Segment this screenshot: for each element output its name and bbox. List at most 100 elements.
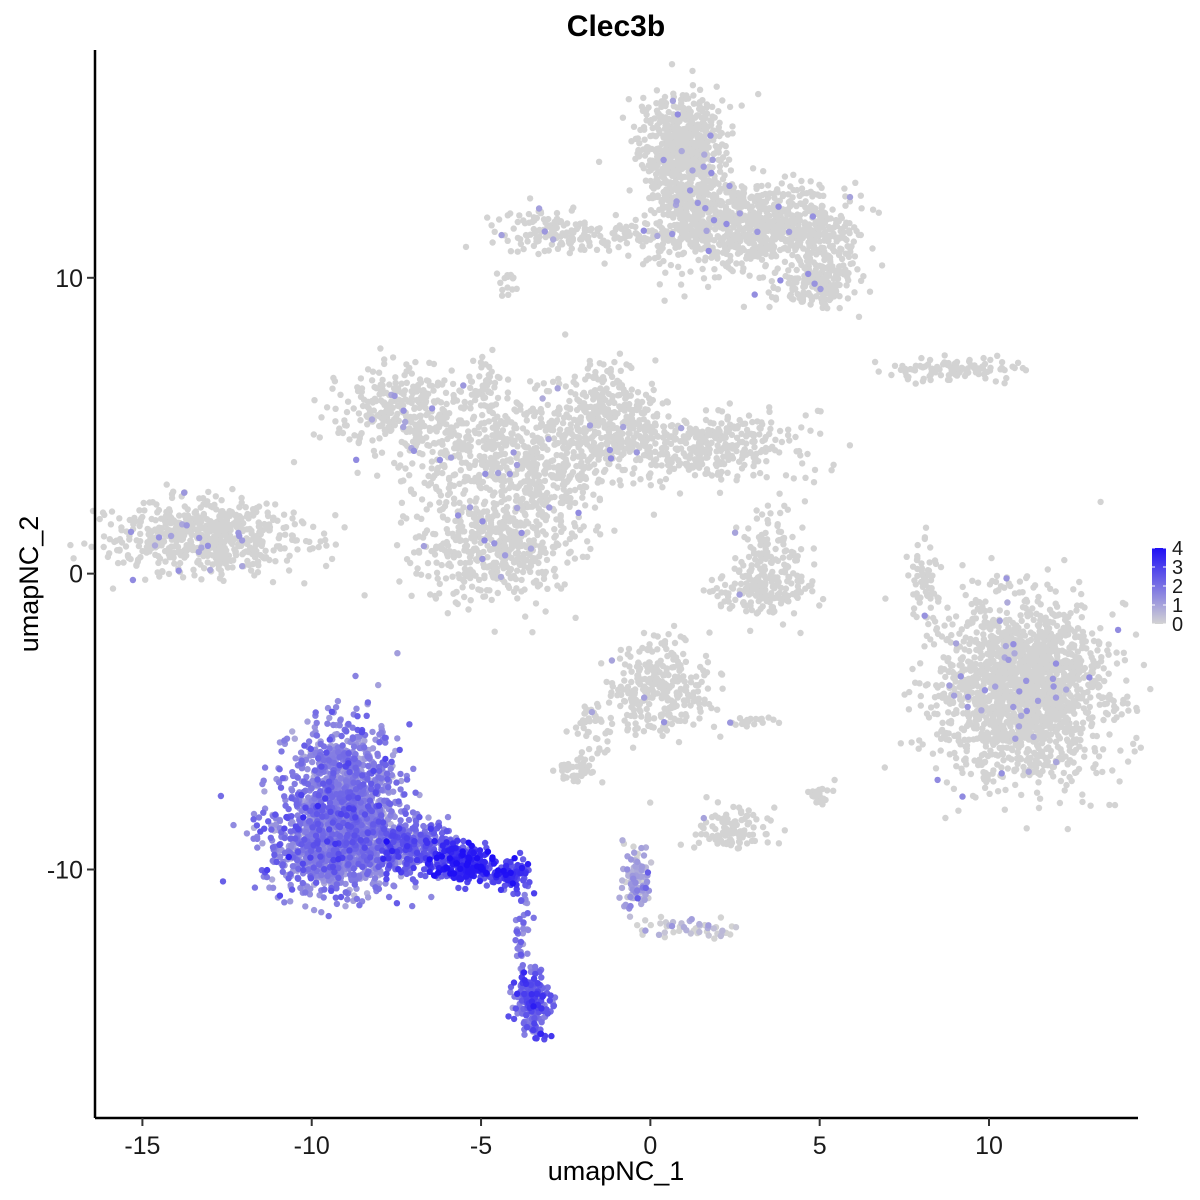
cell-point (647, 482, 654, 489)
cell-point (670, 210, 677, 218)
cell-point (513, 424, 520, 432)
cell-point (662, 269, 669, 276)
cell-point (365, 404, 372, 412)
cell-point (236, 504, 243, 511)
cell-point (845, 277, 852, 284)
cell-point (617, 442, 624, 449)
cell-point (754, 192, 761, 200)
cell-point (736, 235, 743, 242)
cell-point (122, 543, 130, 550)
cell-point (649, 124, 656, 132)
cell-point (379, 376, 386, 384)
cell-point (519, 568, 527, 576)
cell-point (696, 99, 703, 106)
cell-point (218, 497, 225, 504)
cell-point (603, 411, 610, 418)
cell-point (647, 132, 654, 140)
cell-point (615, 243, 622, 251)
cell-point (556, 426, 564, 433)
cell-point (447, 481, 454, 488)
cell-point (768, 559, 775, 566)
cell-point (703, 186, 710, 193)
cell-point (282, 531, 289, 538)
cell-point (489, 492, 497, 499)
cell-point (1001, 380, 1008, 387)
cell-point (711, 266, 718, 273)
cell-point (726, 400, 733, 407)
cell-point (685, 181, 692, 188)
cell-point (350, 405, 357, 412)
cell-point (559, 434, 566, 441)
cell-point (286, 552, 293, 559)
cell-point (666, 248, 673, 256)
cell-point (605, 247, 613, 254)
cell-point (315, 543, 322, 551)
cell-point (509, 286, 516, 293)
cell-point (785, 280, 792, 287)
cell-point (715, 425, 722, 433)
cell-point (389, 354, 397, 361)
cell-point (704, 283, 712, 291)
cell-point (690, 100, 698, 107)
cell-point (631, 465, 638, 472)
cell-point (634, 135, 642, 142)
cell-point (549, 550, 557, 557)
cell-point (777, 509, 784, 517)
cell-point (344, 398, 352, 405)
cell-point (801, 219, 809, 226)
cell-point (734, 422, 742, 430)
cell-point (489, 545, 497, 553)
cell-point (653, 220, 660, 227)
cell-point (462, 243, 470, 251)
cell-point (718, 236, 725, 243)
cell-point (645, 168, 653, 175)
cell-point (797, 238, 804, 245)
cell-point (542, 461, 549, 468)
cell-point (643, 422, 650, 429)
cell-point (699, 265, 706, 273)
cell-point (533, 518, 540, 525)
cell-point (656, 260, 663, 267)
cell-point (644, 447, 651, 454)
cell-point (675, 240, 683, 247)
cell-point (567, 389, 574, 396)
cell-point (802, 204, 809, 211)
cell-point (611, 358, 618, 366)
cell-point (626, 231, 633, 238)
cell-point (667, 261, 675, 269)
cell-point (797, 546, 805, 553)
cell-point (550, 567, 558, 574)
cell-point (357, 417, 364, 424)
cell-point (650, 185, 657, 192)
cell-point (332, 512, 339, 519)
cell-point (426, 442, 433, 449)
cell-point (716, 119, 723, 127)
cell-point (551, 441, 558, 448)
cell-point (514, 549, 522, 556)
cell-point (826, 243, 834, 250)
cell-point (757, 425, 764, 432)
cell-point (100, 533, 108, 540)
cell-point (266, 527, 273, 534)
cell-point (343, 408, 351, 416)
cell-point (481, 572, 488, 579)
cell-point (107, 521, 115, 528)
cell-point (911, 367, 919, 374)
cell-point (651, 255, 659, 262)
cell-point (489, 424, 496, 431)
cell-point (374, 472, 381, 479)
cell-point (625, 430, 632, 437)
cell-point (574, 396, 581, 403)
cell-point (494, 589, 501, 597)
cell-point (746, 272, 753, 279)
cell-point (503, 439, 510, 447)
cell-point (566, 503, 573, 510)
cell-point (406, 472, 413, 479)
cell-point (441, 451, 449, 459)
cell-point (493, 270, 501, 277)
cell-point (702, 254, 709, 261)
cell-point (306, 546, 314, 553)
cell-point (685, 95, 692, 102)
cell-point (653, 149, 660, 156)
cell-point (483, 508, 491, 515)
